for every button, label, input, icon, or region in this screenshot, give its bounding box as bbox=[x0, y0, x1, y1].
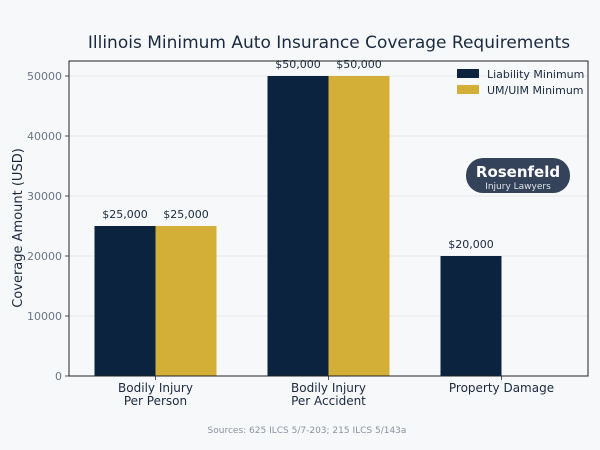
x-tick-label: Bodily Injury bbox=[118, 381, 193, 395]
y-tick-label: 20000 bbox=[27, 250, 62, 263]
bar bbox=[267, 76, 329, 376]
y-tick-label: 50000 bbox=[27, 70, 62, 83]
bar bbox=[94, 226, 156, 376]
x-tick-label: Property Damage bbox=[449, 381, 554, 395]
bar bbox=[440, 256, 502, 376]
legend-swatch bbox=[457, 85, 479, 94]
chart-title: Illinois Minimum Auto Insurance Coverage… bbox=[88, 33, 570, 53]
logo-sub: Injury Lawyers bbox=[485, 182, 551, 192]
y-tick-label: 0 bbox=[55, 370, 62, 383]
x-tick-label: Per Person bbox=[124, 394, 187, 408]
legend-swatch bbox=[457, 69, 479, 78]
x-tick-label: Per Accident bbox=[291, 394, 366, 408]
y-axis-label: Coverage Amount (USD) bbox=[11, 148, 26, 308]
legend-label: Liability Minimum bbox=[487, 68, 584, 81]
bar bbox=[328, 76, 390, 376]
y-tick-label: 10000 bbox=[27, 310, 62, 323]
legend-label: UM/UIM Minimum bbox=[487, 84, 584, 97]
logo-name: Rosenfeld bbox=[476, 163, 560, 181]
source-note: Sources: 625 ILCS 5/7-203; 215 ILCS 5/14… bbox=[208, 426, 407, 436]
bar bbox=[155, 226, 217, 376]
data-label: $50,000 bbox=[336, 58, 382, 71]
plot-frame bbox=[68, 60, 589, 377]
y-tick-label: 30000 bbox=[27, 190, 62, 203]
data-label: $50,000 bbox=[275, 58, 321, 71]
data-label: $25,000 bbox=[163, 208, 209, 221]
y-tick-label: 40000 bbox=[27, 130, 62, 143]
rosenfeld-logo: Rosenfeld Injury Lawyers bbox=[466, 158, 570, 193]
x-tick-label: Bodily Injury bbox=[291, 381, 366, 395]
data-label: $20,000 bbox=[448, 238, 494, 251]
data-label: $25,000 bbox=[102, 208, 148, 221]
